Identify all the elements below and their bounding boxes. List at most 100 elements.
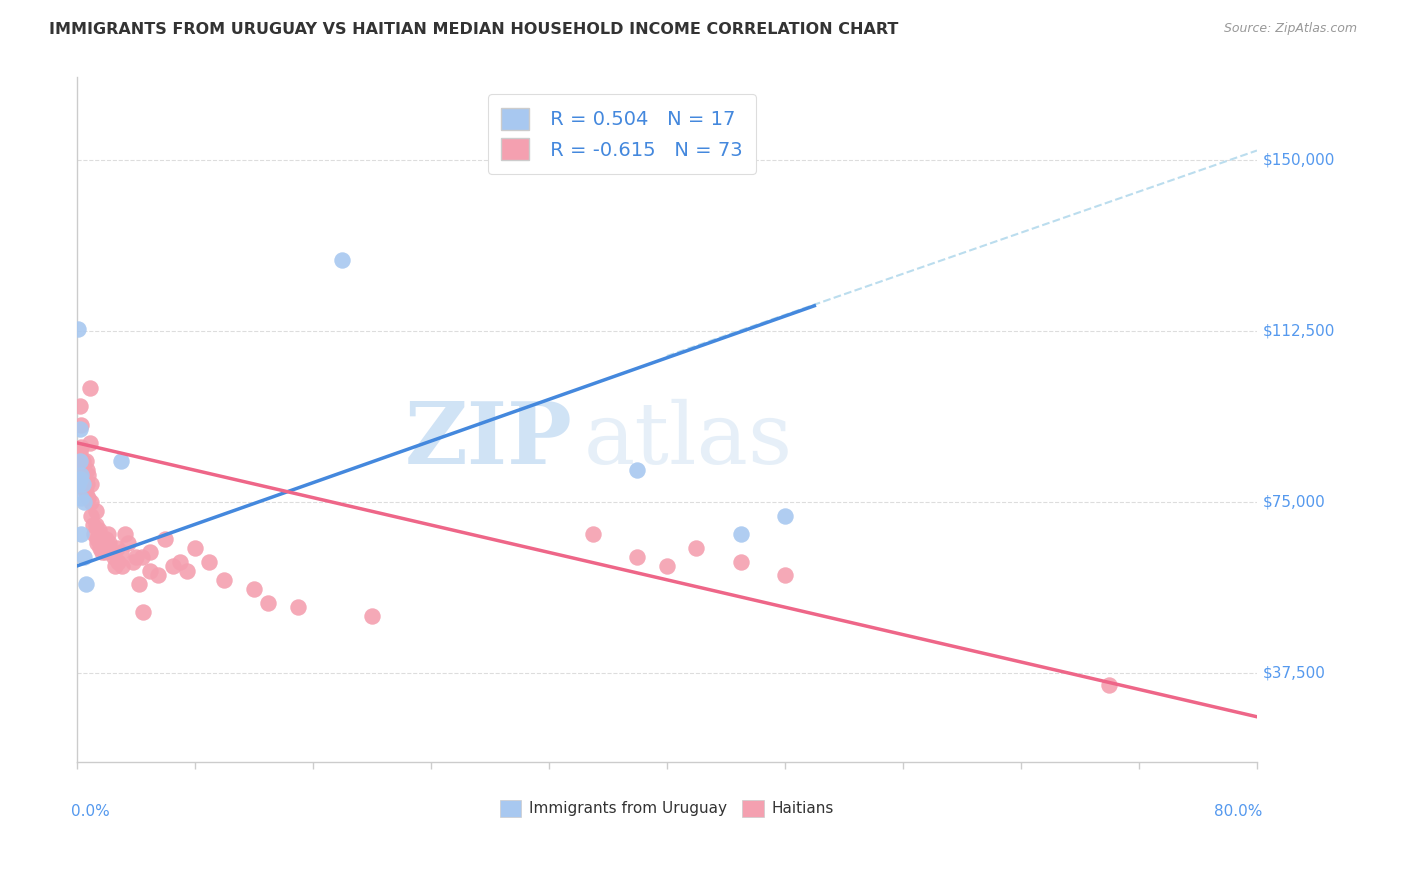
Point xyxy=(212,573,235,587)
Point xyxy=(730,527,752,541)
Text: $75,000: $75,000 xyxy=(1263,495,1326,509)
Point xyxy=(730,554,752,568)
Point xyxy=(626,463,648,477)
Text: ZIP: ZIP xyxy=(405,399,572,483)
Point xyxy=(70,440,93,454)
Point xyxy=(73,467,96,482)
Point xyxy=(257,596,280,610)
Point xyxy=(69,422,91,436)
Point xyxy=(77,491,100,505)
Point xyxy=(146,568,169,582)
Point xyxy=(287,600,309,615)
Point xyxy=(155,532,177,546)
Point xyxy=(183,541,205,555)
Point xyxy=(70,491,93,505)
Text: $150,000: $150,000 xyxy=(1263,153,1336,167)
Point xyxy=(80,495,103,509)
Point xyxy=(96,532,118,546)
Point xyxy=(67,321,90,335)
Point xyxy=(96,541,118,555)
Point xyxy=(176,564,198,578)
Point xyxy=(103,549,125,564)
Point xyxy=(117,536,139,550)
Point xyxy=(69,454,91,468)
Point xyxy=(79,381,101,395)
Point xyxy=(773,508,796,523)
Point xyxy=(162,559,184,574)
Point xyxy=(101,545,124,559)
Point xyxy=(87,523,110,537)
Point xyxy=(76,463,98,477)
Point xyxy=(360,609,382,624)
Point xyxy=(110,545,132,559)
Point xyxy=(67,450,90,464)
Point xyxy=(582,527,605,541)
Point xyxy=(77,467,100,482)
Point xyxy=(90,545,112,559)
Point xyxy=(86,532,108,546)
Point xyxy=(111,559,134,574)
Text: Source: ZipAtlas.com: Source: ZipAtlas.com xyxy=(1223,22,1357,36)
Point xyxy=(98,536,121,550)
Point xyxy=(72,463,94,477)
Point xyxy=(83,527,105,541)
Point xyxy=(82,518,104,533)
Point xyxy=(69,399,91,413)
Point xyxy=(69,472,91,486)
Point xyxy=(80,476,103,491)
Point xyxy=(72,476,94,491)
Legend: Immigrants from Uruguay, Haitians: Immigrants from Uruguay, Haitians xyxy=(494,793,839,823)
Point xyxy=(87,527,110,541)
Point xyxy=(1098,678,1121,692)
Point xyxy=(67,476,90,491)
Point xyxy=(84,504,107,518)
Point xyxy=(105,541,128,555)
Point xyxy=(104,559,127,574)
Point xyxy=(114,527,136,541)
Point xyxy=(139,564,162,578)
Point xyxy=(125,549,148,564)
Point xyxy=(655,559,678,574)
Point xyxy=(93,545,115,559)
Point xyxy=(626,549,648,564)
Point xyxy=(169,554,191,568)
Point xyxy=(139,545,162,559)
Point xyxy=(773,568,796,582)
Point xyxy=(72,476,94,491)
Point xyxy=(97,527,120,541)
Point xyxy=(73,549,96,564)
Point xyxy=(198,554,221,568)
Point xyxy=(70,417,93,432)
Point xyxy=(70,467,93,482)
Point xyxy=(131,549,153,564)
Point xyxy=(75,486,97,500)
Point xyxy=(121,554,143,568)
Point xyxy=(685,541,707,555)
Point xyxy=(128,577,150,591)
Point xyxy=(330,253,353,268)
Point xyxy=(84,518,107,533)
Text: $37,500: $37,500 xyxy=(1263,666,1326,681)
Point xyxy=(75,577,97,591)
Point xyxy=(69,445,91,459)
Point xyxy=(110,454,132,468)
Point xyxy=(76,476,98,491)
Point xyxy=(132,605,155,619)
Text: IMMIGRANTS FROM URUGUAY VS HAITIAN MEDIAN HOUSEHOLD INCOME CORRELATION CHART: IMMIGRANTS FROM URUGUAY VS HAITIAN MEDIA… xyxy=(49,22,898,37)
Point xyxy=(242,582,264,596)
Text: $112,500: $112,500 xyxy=(1263,324,1336,338)
Point xyxy=(72,454,94,468)
Point xyxy=(86,536,108,550)
Point xyxy=(91,536,114,550)
Point xyxy=(89,532,111,546)
Text: 0.0%: 0.0% xyxy=(70,804,110,819)
Point xyxy=(80,508,103,523)
Point xyxy=(75,454,97,468)
Point xyxy=(89,541,111,555)
Point xyxy=(107,554,129,568)
Text: 80.0%: 80.0% xyxy=(1215,804,1263,819)
Point xyxy=(79,435,101,450)
Text: atlas: atlas xyxy=(585,399,793,482)
Point xyxy=(70,527,93,541)
Point xyxy=(73,495,96,509)
